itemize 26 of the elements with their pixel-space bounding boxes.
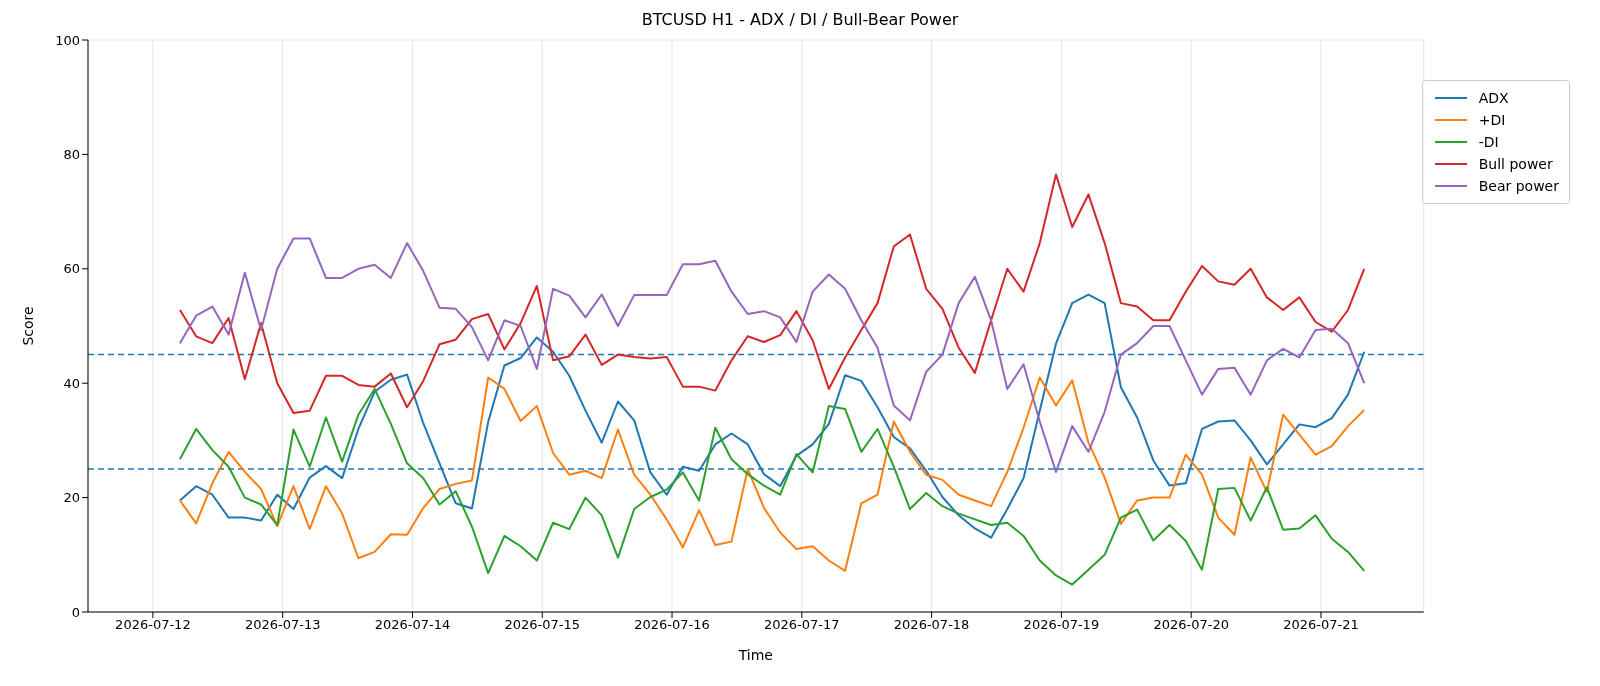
legend-label: ADX: [1478, 89, 1509, 108]
line-series: [178, 237, 1366, 473]
x-axis-title: Time: [737, 647, 773, 663]
x-tick-label: 2026-07-13: [244, 617, 321, 633]
legend-label: Bear power: [1478, 177, 1559, 196]
legend-label: -DI: [1478, 133, 1499, 152]
line-series: [178, 173, 1366, 414]
y-tick-label: 20: [63, 490, 80, 506]
x-tick-label: 2026-07-21: [1283, 617, 1359, 633]
y-tick-label: 0: [71, 604, 80, 620]
y-axis-title: Score: [19, 306, 36, 346]
y-tick-label: 100: [55, 32, 80, 48]
y-tick-label: 80: [63, 147, 80, 163]
x-tick-label: 2026-07-18: [893, 617, 970, 633]
x-tick-label: 2026-07-17: [764, 617, 840, 633]
x-tick-label: 2026-07-20: [1153, 617, 1229, 633]
chart-title: BTCUSD H1 - ADX / DI / Bull-Bear Power: [640, 9, 960, 31]
legend-label: Bull power: [1478, 155, 1553, 174]
x-tick-label: 2026-07-14: [374, 617, 451, 633]
y-tick-label: 60: [63, 261, 80, 277]
x-tick-label: 2026-07-16: [634, 617, 710, 633]
x-tick-label: 2026-07-12: [115, 617, 191, 633]
x-tick-label: 2026-07-19: [1023, 617, 1100, 633]
legend-label: +DI: [1478, 111, 1506, 130]
y-tick-label: 40: [63, 375, 80, 391]
x-tick-label: 2026-07-15: [504, 617, 581, 633]
